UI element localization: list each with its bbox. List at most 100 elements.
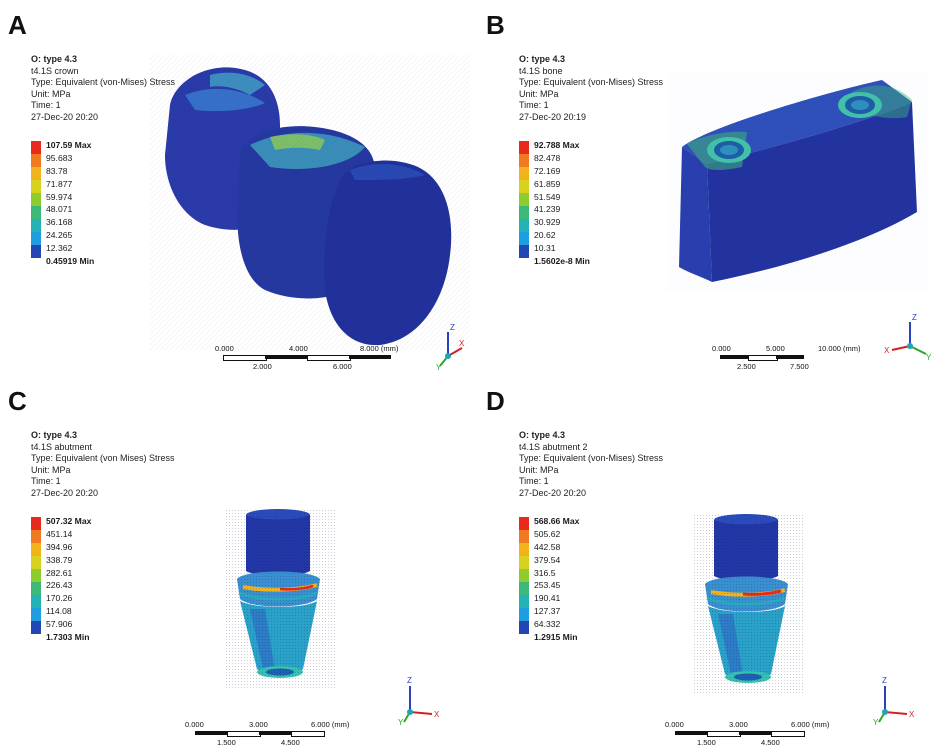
legend-swatch [519,543,529,556]
axis-triad: Z X Y [873,676,915,726]
result-object: t4.1S abutment 2 [519,441,588,452]
scale-label: 7.500 [790,362,809,371]
legend-label: 59.974 [46,191,73,202]
legend-label: 95.683 [46,152,73,163]
axis-y-label: Y [398,718,404,726]
legend-swatch [519,595,529,608]
axis-z-label: Z [912,313,917,322]
scale-label: 5.000 [766,344,785,353]
axis-y-label: Y [436,363,442,370]
scale-seg [227,731,261,737]
scale-seg [223,355,267,361]
axis-z-label: Z [450,323,455,332]
result-object: t4.1S crown [31,65,79,76]
scale-label: 2.500 [737,362,756,371]
legend-label: 30.929 [534,217,561,228]
legend-labels: 92.788 Max 82.478 72.169 61.859 51.549 41.239… [534,139,590,268]
legend-swatch [519,569,529,582]
panel-letter: C [8,386,27,416]
legend-label: 83.78 [46,165,68,176]
legend-swatch [31,141,41,154]
legend-swatch [31,219,41,232]
scale-label: 2.000 [253,362,272,371]
scale-seg [707,731,741,737]
bone-model [667,72,927,292]
legend-labels: 568.66 Max 505.62 442.58 379.54 316.5 253.45 1… [534,515,579,644]
legend-swatch [31,556,41,569]
legend-swatches [519,141,529,258]
legend-swatch [31,543,41,556]
legend-label: 507.32 Max [46,516,92,526]
result-title: O: type 4.3 [31,54,78,64]
result-object: t4.1S abutment [31,441,93,452]
panel-letter: A [8,10,27,40]
panel-c: C O: type 4.3 t4.1S abutment Type: Equiv… [0,374,467,748]
legend-label: 92.788 Max [534,140,580,150]
legend-swatch [31,569,41,582]
scale-seg [349,355,391,359]
legend-label: 127.37 [534,606,561,617]
legend-label: 51.549 [534,191,561,202]
legend-label: 316.5 [534,567,556,578]
legend-label: 0.45919 Min [46,256,95,267]
legend-label: 253.45 [534,580,561,591]
legend-label: 1.7303 Min [46,632,90,643]
panel-d: D O: type 4.3 t4.1S abutment 2 Type: Equ… [467,374,934,748]
legend-label: 1.2915 Min [534,632,578,643]
axis-z-label: Z [407,676,412,685]
result-unit: Unit: MPa [519,464,559,475]
legend-swatches [31,517,41,634]
scale-label: 10.000 (mm) [818,344,861,353]
axis-triad: Z X Y [884,313,932,362]
legend-label: 20.62 [534,230,556,241]
scale-label: 0.000 [665,720,684,729]
scale-seg [307,355,351,361]
legend-swatch [31,530,41,543]
result-time: Time: 1 [31,100,61,111]
legend-swatch [31,517,41,530]
crown-model [150,55,470,350]
legend-swatch [519,245,529,258]
legend-swatch [31,595,41,608]
legend-labels: 107.59 Max 95.683 83.78 71.877 59.974 48.071 3… [46,139,94,268]
scale-seg [265,355,307,359]
scale-seg [675,731,707,735]
legend-labels: 507.32 Max 451.14 394.96 338.79 282.61 226.43… [46,515,91,644]
axis-x-label: X [459,339,465,348]
legend-swatch [519,530,529,543]
legend-swatch [31,193,41,206]
scale-label: 0.000 [185,720,204,729]
axis-x-label: X [884,346,890,355]
result-date: 27-Dec-20 20:20 [31,111,99,122]
result-date: 27-Dec-20 20:19 [519,111,587,122]
result-unit: Unit: MPa [519,88,559,99]
result-type: Type: Equivalent (von-Mises) Stress [519,453,664,464]
scale-label: 3.000 [249,720,268,729]
legend-swatch [519,206,529,219]
legend-label: 442.58 [534,541,561,552]
axis-y-label: Y [873,718,879,726]
legend-swatch [519,167,529,180]
legend-swatch [31,180,41,193]
scale-label: 4.000 [289,344,308,353]
scale-bar: 0.000 3.000 6.000 (mm) 1.500 4.500 [185,720,365,750]
result-info: O: type 4.3 t4.1S bone Type: Equivalent … [519,54,663,124]
result-info: O: type 4.3 t4.1S abutment 2 Type: Equiv… [519,430,663,500]
legend-label: 12.362 [46,243,73,254]
scale-label: 4.500 [761,738,780,747]
panel-letter: B [486,10,505,40]
legend-label: 24.265 [46,230,73,241]
result-time: Time: 1 [31,476,61,487]
result-object: t4.1S bone [519,65,563,76]
abutment-2-model [693,514,803,694]
legend-label: 64.332 [534,619,561,630]
legend-swatch [519,582,529,595]
legend-swatch [519,608,529,621]
abutment-model [225,509,335,689]
legend-swatch [519,621,529,634]
panel-a: A O: type 4.3 t4.1S crown Type: Equivale… [0,0,470,374]
scale-label: 6.000 (mm) [791,720,830,729]
legend-label: 36.168 [46,217,73,228]
scale-label: 1.500 [697,738,716,747]
legend-label: 82.478 [534,152,561,163]
